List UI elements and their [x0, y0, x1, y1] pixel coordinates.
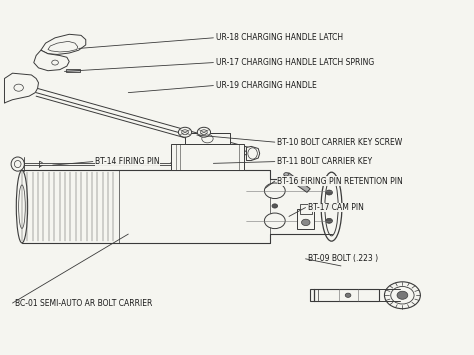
Ellipse shape [182, 130, 188, 135]
Ellipse shape [272, 204, 278, 208]
Text: BC-01 SEMI-AUTO AR BOLT CARRIER: BC-01 SEMI-AUTO AR BOLT CARRIER [15, 299, 152, 307]
Ellipse shape [178, 127, 191, 137]
Text: BT-17 CAM PIN: BT-17 CAM PIN [308, 203, 364, 212]
Ellipse shape [321, 172, 342, 241]
Ellipse shape [14, 160, 21, 168]
Ellipse shape [202, 134, 213, 143]
Text: BT-16 FIRING PIN RETENTION PIN: BT-16 FIRING PIN RETENTION PIN [277, 176, 403, 186]
Text: BT-10 BOLT CARRIER KEY SCREW: BT-10 BOLT CARRIER KEY SCREW [277, 138, 402, 147]
Text: UR-18 CHARGING HANDLE LATCH: UR-18 CHARGING HANDLE LATCH [216, 33, 343, 42]
Polygon shape [284, 173, 310, 192]
Bar [300, 204, 312, 214]
Text: UR-17 CHARGING HANDLE LATCH SPRING: UR-17 CHARGING HANDLE LATCH SPRING [216, 58, 374, 67]
Ellipse shape [326, 218, 332, 223]
Ellipse shape [345, 293, 351, 297]
Polygon shape [48, 42, 78, 52]
Ellipse shape [264, 213, 285, 229]
Ellipse shape [384, 282, 420, 309]
Polygon shape [246, 146, 260, 160]
Text: BT-11 BOLT CARRIER KEY: BT-11 BOLT CARRIER KEY [277, 157, 372, 166]
Ellipse shape [301, 219, 310, 225]
Ellipse shape [197, 127, 210, 137]
Ellipse shape [397, 291, 408, 299]
Ellipse shape [325, 178, 338, 236]
Ellipse shape [391, 286, 414, 304]
Bar [66, 69, 80, 72]
Ellipse shape [264, 183, 285, 198]
Ellipse shape [11, 157, 24, 171]
Polygon shape [41, 34, 86, 54]
Polygon shape [34, 50, 69, 71]
Text: BT-14 FIRING PIN: BT-14 FIRING PIN [95, 157, 160, 166]
Text: UR-19 CHARGING HANDLE: UR-19 CHARGING HANDLE [216, 81, 317, 90]
Polygon shape [310, 289, 379, 301]
Ellipse shape [284, 173, 289, 176]
Ellipse shape [201, 130, 207, 135]
Bar [185, 133, 230, 144]
Ellipse shape [326, 190, 332, 195]
Bar [171, 144, 244, 170]
Polygon shape [4, 73, 38, 103]
Ellipse shape [326, 204, 332, 209]
Bar [298, 209, 314, 229]
Ellipse shape [18, 185, 25, 228]
Ellipse shape [16, 170, 27, 243]
Text: BT-09 BOLT (.223 ): BT-09 BOLT (.223 ) [308, 254, 378, 263]
